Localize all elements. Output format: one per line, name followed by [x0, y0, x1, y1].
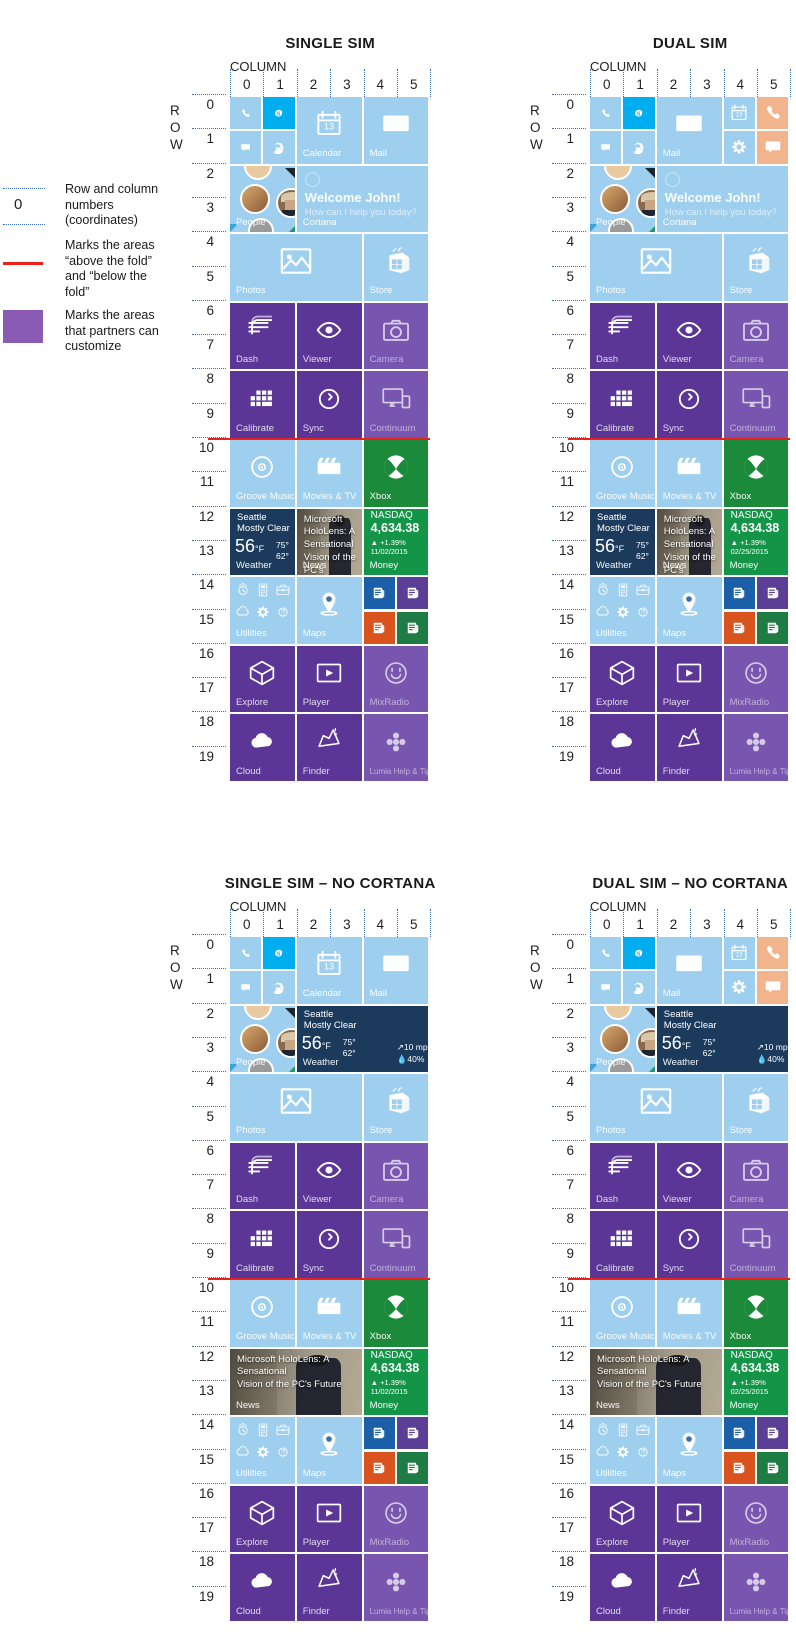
svg-text:S: S	[277, 111, 281, 117]
svg-text:13: 13	[324, 122, 334, 132]
svg-text:13: 13	[736, 113, 743, 119]
svg-text:13: 13	[324, 962, 334, 972]
svg-text:13: 13	[736, 953, 743, 959]
svg-text:S: S	[637, 111, 641, 117]
svg-text:S: S	[277, 951, 281, 957]
svg-text:S: S	[637, 951, 641, 957]
